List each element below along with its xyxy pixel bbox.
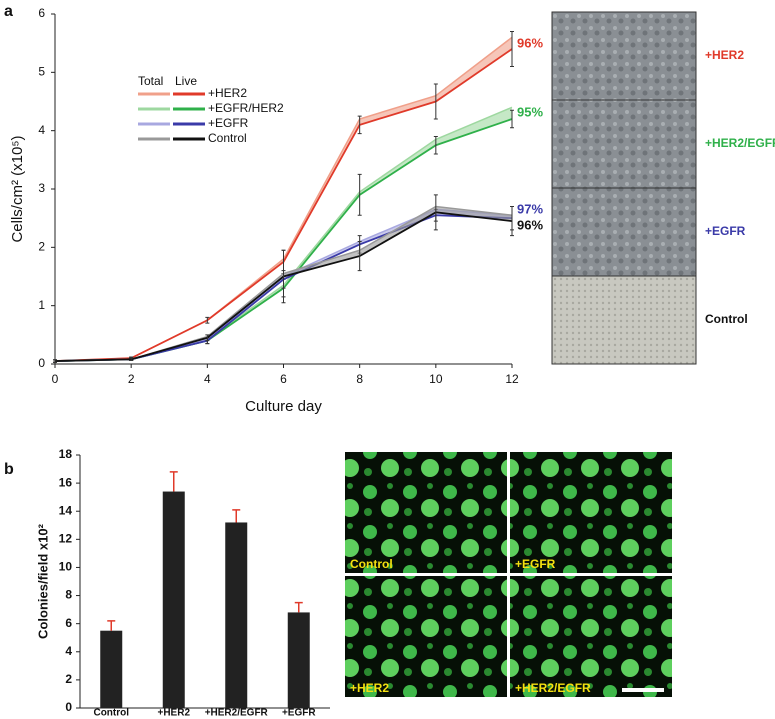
x-tick-label: +HER2 — [157, 708, 190, 719]
y-tick-label: 0 — [65, 700, 72, 714]
image-label: Control — [350, 557, 393, 571]
y-tick-label: 4 — [65, 644, 72, 658]
fluorescence-image — [510, 576, 672, 697]
error-bar — [205, 316, 210, 324]
x-tick-label: 10 — [429, 372, 443, 386]
error-bar — [232, 509, 241, 523]
y-tick-label: 6 — [38, 6, 45, 20]
viability-label: 95% — [517, 104, 543, 119]
y-tick-label: 5 — [38, 65, 45, 79]
y-tick-label: 1 — [38, 298, 45, 312]
micrograph — [551, 99, 697, 189]
error-bar — [53, 359, 57, 363]
y-tick-label: 16 — [59, 475, 73, 489]
x-tick-label: 12 — [505, 372, 519, 386]
micrographs-b — [345, 452, 672, 697]
y-tick-label: 0 — [38, 356, 45, 370]
y-tick-label: 2 — [65, 672, 72, 686]
error-bar — [433, 194, 438, 231]
y-tick-label: 4 — [38, 123, 45, 137]
viability-band — [55, 37, 512, 362]
micrograph — [551, 187, 697, 277]
viability-label: 97% — [517, 201, 543, 216]
y-tick-label: 6 — [65, 616, 72, 630]
y-tick-label: 8 — [65, 588, 72, 602]
error-bar — [433, 136, 438, 155]
error-bar — [357, 115, 362, 135]
viability-label: 96% — [517, 217, 543, 232]
y-tick-label: 14 — [59, 503, 73, 517]
legend-header: Live — [175, 74, 197, 88]
legend-label: +EGFR — [208, 116, 249, 130]
x-tick-label: Control — [93, 708, 129, 719]
legend-label: +EGFR/HER2 — [208, 101, 284, 115]
y-axis-label: Cells/cm² (x10⁵) — [9, 135, 26, 242]
error-bar — [433, 83, 438, 120]
panel-label: a — [4, 3, 13, 20]
y-tick-label: 18 — [59, 447, 73, 461]
y-axis-label: Colonies/field x10² — [35, 523, 50, 639]
live-line — [54, 118, 513, 362]
x-tick-label: +HER2/EGFR — [205, 708, 269, 719]
bar — [287, 612, 310, 708]
legend-label: Control — [208, 131, 247, 145]
bar — [162, 491, 185, 708]
live-line — [54, 48, 513, 362]
y-tick-label: 3 — [38, 181, 45, 195]
x-tick-label: 6 — [280, 372, 287, 386]
legend-header: Total — [138, 74, 163, 88]
bar — [225, 522, 248, 708]
fluorescence-image — [345, 576, 507, 697]
error-bar — [357, 173, 362, 216]
legend-label: +HER2 — [208, 86, 247, 100]
error-bar — [357, 241, 362, 272]
x-tick-label: 4 — [204, 372, 211, 386]
error-bar — [510, 206, 514, 237]
error-bar — [107, 620, 116, 631]
x-tick-label: 8 — [356, 372, 363, 386]
error-bar — [281, 249, 286, 304]
image-label: +HER2 — [705, 48, 744, 62]
x-tick-label: +EGFR — [282, 708, 316, 719]
x-axis-label: Culture day — [245, 398, 322, 415]
bar — [100, 630, 123, 708]
error-bar — [510, 31, 514, 67]
image-label: +EGFR — [705, 224, 746, 238]
panel-label: b — [4, 461, 14, 478]
image-label: +HER2/EGFR — [705, 136, 775, 150]
y-tick-label: 12 — [59, 532, 73, 546]
x-tick-label: 2 — [128, 372, 135, 386]
error-bar — [205, 334, 210, 342]
error-bar — [129, 357, 134, 361]
micrograph — [551, 275, 697, 365]
image-label: +HER2 — [350, 681, 389, 695]
fluorescence-image — [345, 452, 507, 573]
image-label: +EGFR — [515, 557, 556, 571]
y-tick-label: 2 — [38, 240, 45, 254]
y-tick-label: 10 — [59, 560, 73, 574]
micrograph — [551, 11, 697, 101]
x-tick-label: 0 — [52, 372, 59, 386]
total-line — [54, 36, 513, 362]
total-line — [54, 106, 513, 362]
micrographs-a — [551, 11, 697, 365]
fluorescence-image — [510, 452, 672, 573]
error-bar — [510, 109, 514, 129]
image-label: Control — [705, 312, 748, 326]
error-bar — [169, 471, 178, 492]
image-label: +HER2/EGFR — [515, 681, 591, 695]
error-bar — [294, 601, 303, 613]
viability-label: 96% — [517, 35, 543, 50]
viability-band — [55, 107, 512, 362]
